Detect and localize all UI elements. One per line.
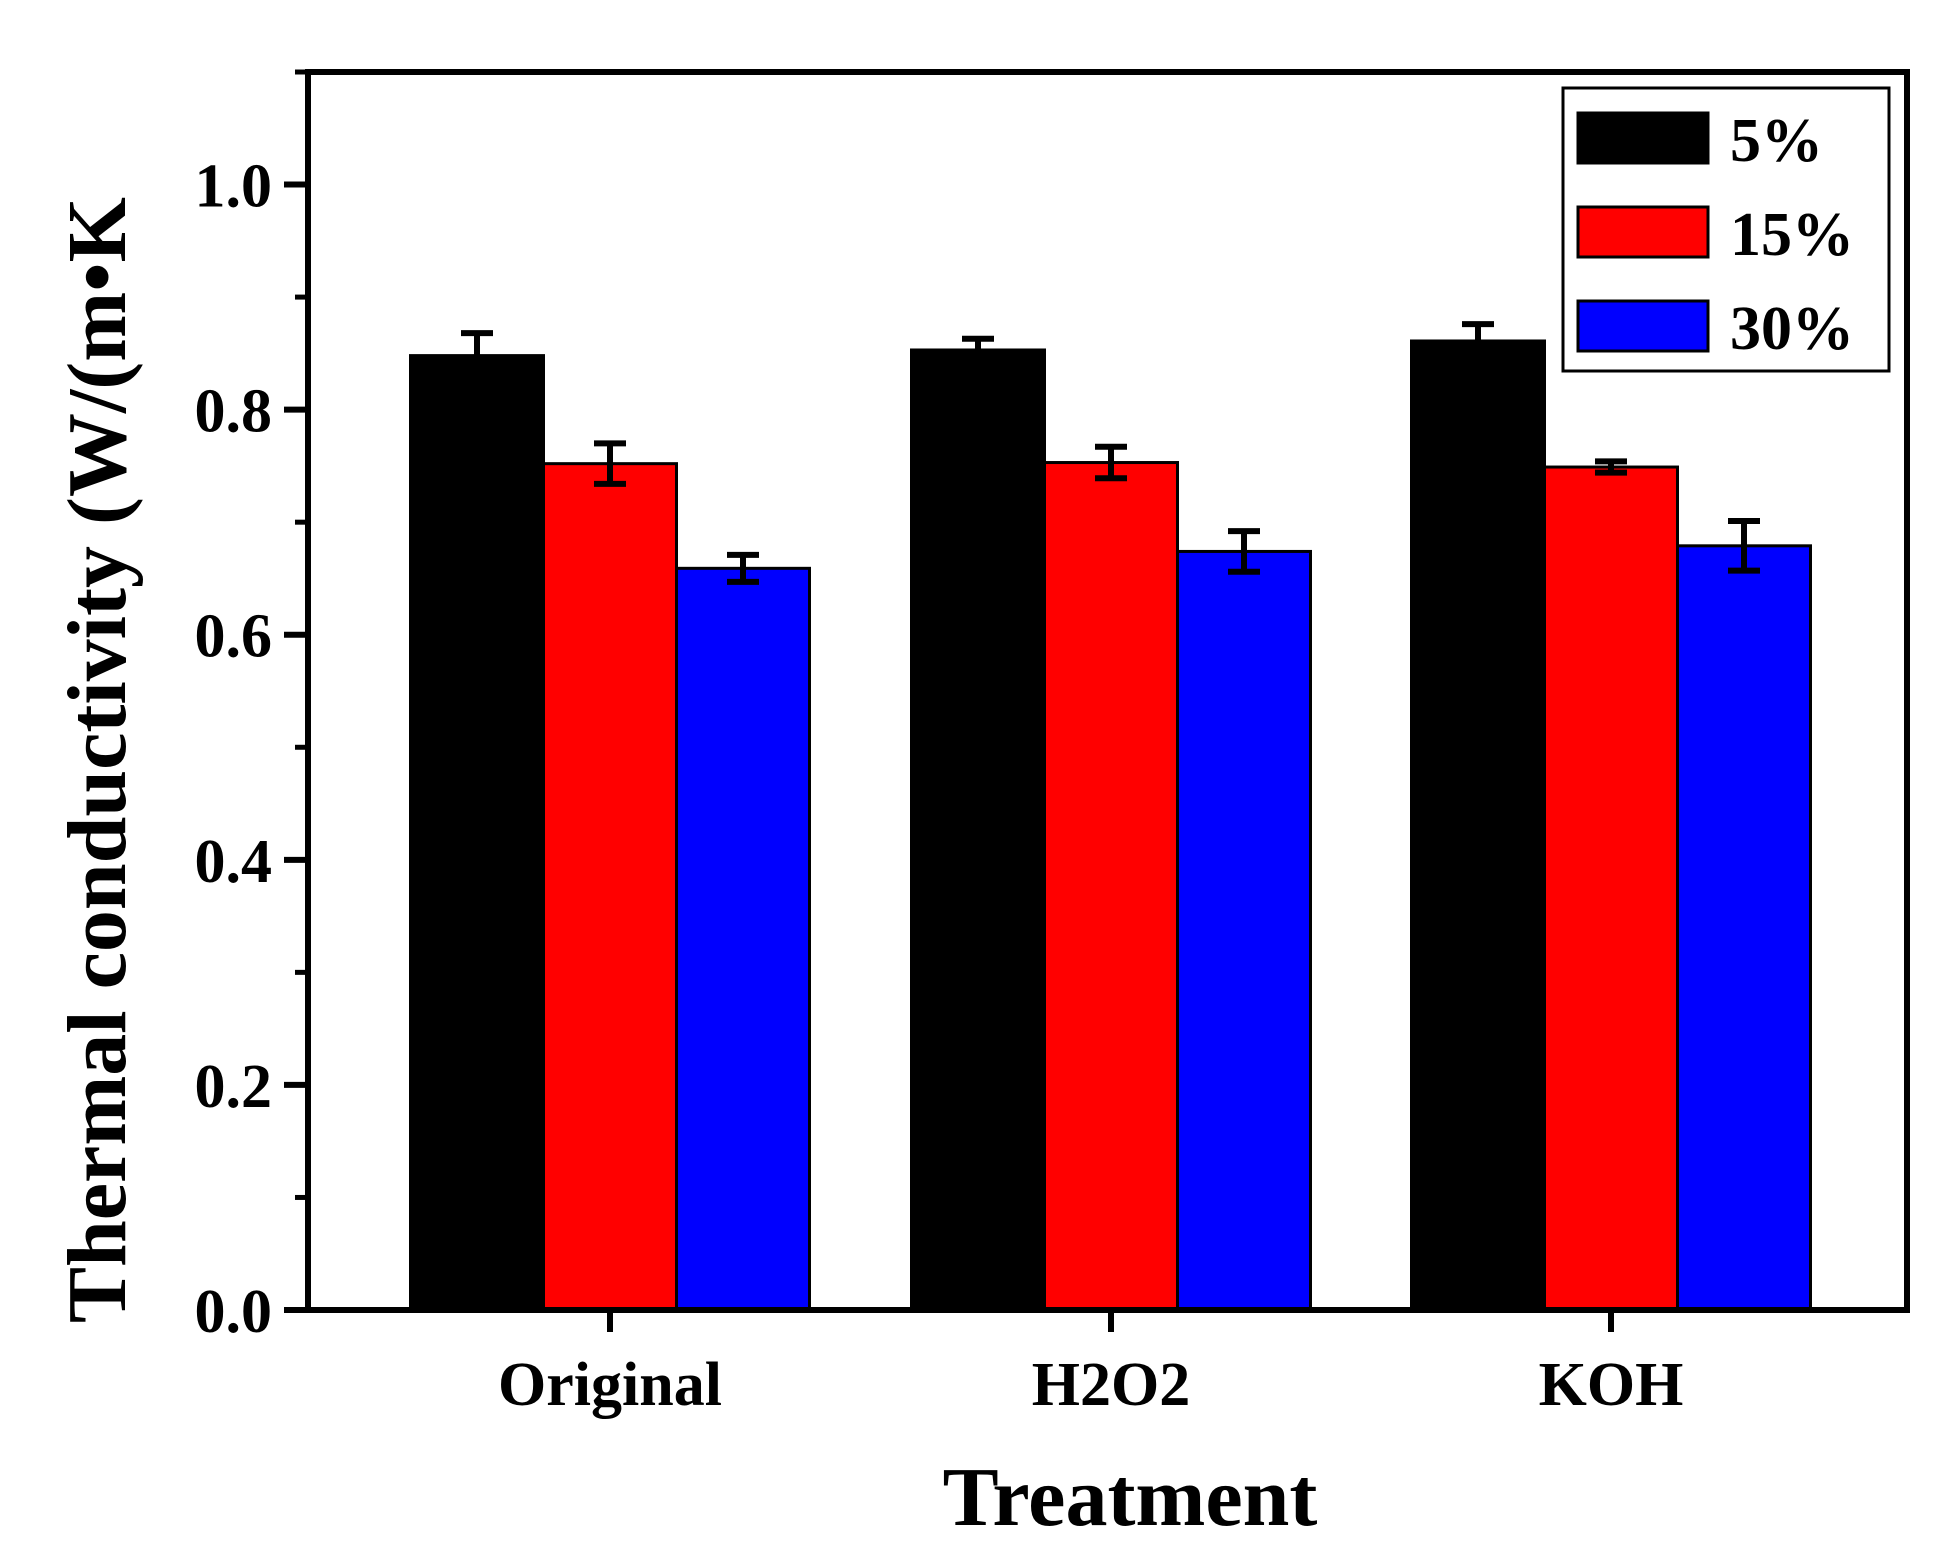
y-tick-label-0.6: 0.6 xyxy=(195,603,273,671)
legend-swatch-15 xyxy=(1576,205,1710,259)
plot-frame xyxy=(305,69,1910,1313)
bar-original-30 xyxy=(675,566,811,1312)
y-tick-label-0.4: 0.4 xyxy=(195,828,273,896)
legend: 5% 15% 30% xyxy=(1561,86,1891,373)
bar-h2o2-5 xyxy=(910,348,1046,1312)
bar-h2o2-30 xyxy=(1176,549,1312,1312)
legend-swatch-5 xyxy=(1576,111,1710,165)
axes-layer: Original H2O2 KOH 0.0 0.2 0.4 0.6 0.8 1.0 xyxy=(195,69,1684,1419)
bar-koh-30 xyxy=(1676,544,1812,1312)
x-axis-title: Treatment xyxy=(943,1451,1318,1544)
x-tick-label-original: Original xyxy=(498,1351,722,1419)
y-tick-label-0.0: 0.0 xyxy=(195,1278,273,1346)
y-tick-label-0.2: 0.2 xyxy=(195,1053,273,1121)
y-tick-label-0.8: 0.8 xyxy=(195,378,273,446)
x-tick-label-h2o2: H2O2 xyxy=(1032,1351,1190,1419)
legend-label-30: 30% xyxy=(1730,295,1854,363)
legend-label-15: 15% xyxy=(1730,201,1854,269)
bars-layer xyxy=(409,321,1812,1312)
bar-koh-5 xyxy=(1410,339,1546,1312)
legend-label-5: 5% xyxy=(1730,107,1823,175)
y-tick-label-1.0: 1.0 xyxy=(195,153,273,221)
bar-koh-15 xyxy=(1543,465,1679,1312)
bar-original-5 xyxy=(409,354,545,1312)
y-axis-title: Thermal conductivity (W/(m•K xyxy=(51,197,144,1323)
x-tick-label-koh: KOH xyxy=(1539,1351,1684,1419)
bar-original-15 xyxy=(542,462,678,1312)
bar-h2o2-15 xyxy=(1043,461,1179,1312)
legend-swatch-30 xyxy=(1576,299,1710,353)
